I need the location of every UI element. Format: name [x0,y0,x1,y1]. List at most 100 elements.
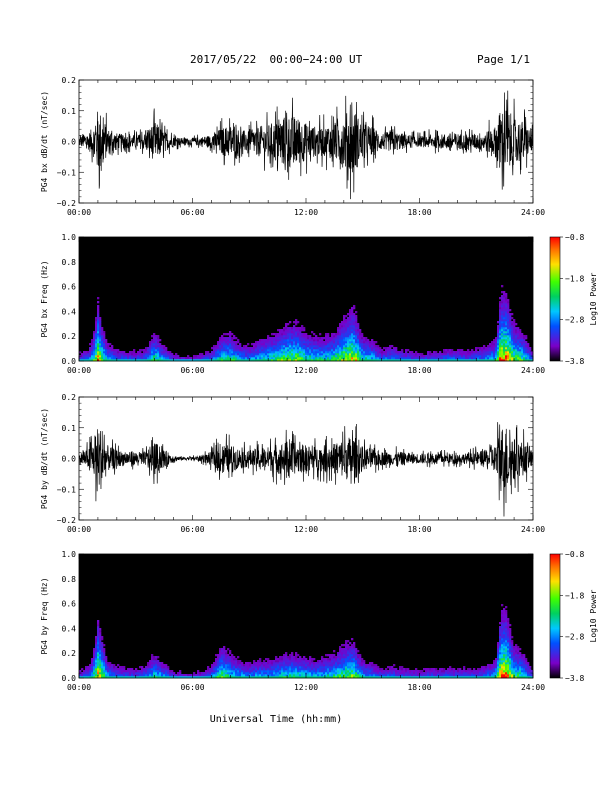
spectrogram-cell [279,337,282,340]
spectrogram-cell [497,676,500,679]
spectrogram-cell [519,662,522,665]
spectrogram-cell [517,339,520,342]
by-waveform-panel: 00:00 06:00 12:00 18:00 24:000.20.10.0−0.1−0… [40,393,545,534]
spectrogram-cell [337,666,340,669]
spectrogram-cell [481,355,484,358]
spectrogram-cell [349,331,352,334]
spectrogram-cell [131,670,134,673]
spectrogram-cell [517,648,520,651]
spectrogram-cell [103,351,106,354]
spectrogram-cell [285,668,288,671]
spectrogram-cell [261,343,264,346]
spectrogram-cell [233,672,236,675]
spectrogram-cell [313,668,316,671]
spectrogram-cell [141,676,144,679]
spectrogram-cell [507,337,510,340]
spectrogram-cell [509,672,512,675]
spectrogram-cell [345,666,348,669]
spectrogram-cell [323,664,326,667]
spectrogram-cell [283,670,286,673]
spectrogram-cell [217,654,220,657]
spectrogram-cell [297,664,300,667]
spectrogram-cell [387,353,390,356]
spectrogram-cell [119,359,122,362]
spectrogram-cell [145,674,148,677]
spectrogram-cell [489,345,492,348]
spectrogram-cell [335,335,338,338]
spectrogram-cell [395,353,398,356]
spectrogram-cell [529,349,532,352]
spectrogram-cell [217,357,220,360]
spectrogram-cell [513,355,516,358]
spectrogram-cell [523,339,526,342]
spectrogram-cell [501,333,504,336]
spectrogram-cell [161,666,164,669]
spectrogram-cell [503,313,506,316]
spectrogram-cell [405,349,408,352]
spectrogram-cell [249,664,252,667]
spectrogram-cell [241,347,244,350]
spectrogram-cell [219,347,222,350]
spectrogram-cell [519,339,522,342]
spectrogram-cell [499,333,502,336]
spectrogram-cell [277,658,280,661]
spectrogram-cell [347,644,350,647]
spectrogram-cell [353,662,356,665]
spectrogram-cell [155,660,158,663]
spectrogram-cell [101,357,104,360]
spectrogram-cell [501,351,504,354]
spectrogram-cell [131,359,134,362]
spectrogram-cell [445,670,448,673]
spectrogram-cell [165,672,168,675]
spectrogram-cell [307,345,310,348]
spectrogram-cell [505,656,508,659]
spectrogram-cell [351,313,354,316]
spectrogram-cell [369,672,372,675]
spectrogram-cell [527,662,530,665]
spectrogram-cell [105,666,108,669]
spectrogram-cell [349,323,352,326]
spectrogram-cell [319,664,322,667]
spectrogram-cell [117,670,120,673]
spectrogram-cell [115,676,118,679]
spectrogram-cell [259,674,262,677]
spectrogram-cell [301,662,304,665]
spectrogram-cell [123,670,126,673]
spectrogram-cell [95,357,98,360]
spectrogram-cell [505,305,508,308]
spectrogram-cell [517,670,520,673]
spectrogram-cell [365,357,368,360]
spectrogram-cell [279,357,282,360]
spectrogram-cell [409,353,412,356]
spectrogram-cell [381,351,384,354]
spectrogram-cell [241,359,244,362]
spectrogram-cell [499,660,502,663]
spectrogram-cell [291,662,294,665]
spectrogram-cell [519,672,522,675]
spectrogram-cell [337,331,340,334]
spectrogram-cell [347,325,350,328]
spectrogram-cell [255,345,258,348]
spectrogram-cell [253,343,256,346]
spectrogram-cell [241,357,244,360]
spectrogram-cell [123,668,126,671]
spectrogram-cell [369,355,372,358]
spectrogram-cell [353,345,356,348]
spectrogram-cell [87,351,90,354]
spectrogram-cell [503,331,506,334]
spectrogram-cell [501,311,504,314]
spectrogram-cell [293,335,296,338]
spectrogram-cell [481,674,484,677]
spectrogram-cell [411,670,414,673]
spectrogram-cell [529,666,532,669]
spectrogram-cell [213,666,216,669]
spectrogram-cell [169,674,172,677]
spectrogram-cell [133,351,136,354]
spectrogram-cell [149,343,152,346]
spectrogram-cell [323,345,326,348]
spectrogram-cell [379,351,382,354]
colorbar-tick-label: −3.8 [565,357,584,366]
spectrogram-cell [337,664,340,667]
spectrogram-cell [405,359,408,362]
spectrogram-cell [295,345,298,348]
